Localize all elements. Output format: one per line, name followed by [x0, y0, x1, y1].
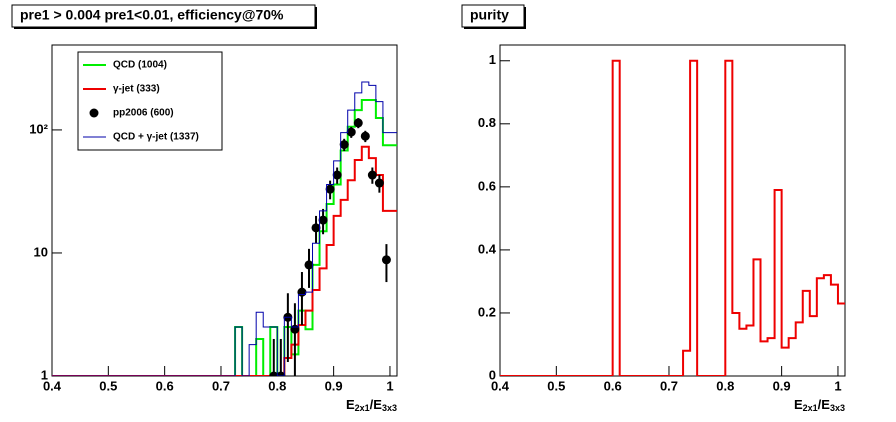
x-label-part: E: [346, 397, 355, 412]
x-tick-label: 0.9: [325, 378, 343, 393]
data-point: [318, 215, 328, 225]
x-label-part: /E: [818, 397, 831, 412]
y-tick-label: 1: [41, 367, 48, 382]
data-point: [325, 184, 335, 194]
data-point: [353, 118, 363, 128]
title-box: [461, 4, 525, 28]
data-point: [367, 170, 377, 180]
x-label-subscript: 3x3: [830, 403, 845, 413]
x-tick-label: 0.5: [99, 378, 117, 393]
x-tick-label: 0.7: [212, 378, 230, 393]
x-tick-label: 0.4: [491, 378, 510, 393]
title-box: [11, 4, 316, 28]
legend-label: QCD (1004): [113, 60, 167, 71]
y-tick-label: 10²: [29, 121, 48, 136]
x-label-subscript: 3x3: [382, 403, 397, 413]
x-tick-label: 0.4: [43, 378, 62, 393]
histogram: [52, 81, 397, 376]
data-point: [381, 255, 391, 265]
legend-label: QCD + γ-jet (1337): [113, 132, 199, 143]
plot-area: [52, 81, 397, 376]
x-label-part: /E: [370, 397, 383, 412]
y-tick-label: 0: [489, 367, 496, 382]
x-axis-label: E2x1/E3x3: [346, 397, 397, 413]
x-label-subscript: 2x1: [355, 403, 370, 413]
x-axis-label: E2x1/E3x3: [794, 397, 845, 413]
x-tick-label: 0.8: [268, 378, 286, 393]
y-tick-label: 0.2: [478, 304, 496, 319]
x-label-subscript: 2x1: [803, 403, 818, 413]
data-point: [360, 131, 370, 141]
y-tick-label: 0.6: [478, 178, 496, 193]
x-tick-label: 0.6: [156, 378, 174, 393]
legend-label: γ-jet (333): [113, 84, 160, 95]
x-tick-label: 1: [386, 378, 393, 393]
chart-title: pre1 > 0.004 pre1<0.01, efficiency@70%: [20, 7, 284, 23]
data-point: [276, 371, 286, 376]
data-point: [346, 127, 356, 137]
chart-title: purity: [470, 7, 509, 23]
data-point: [269, 371, 279, 376]
x-label-part: E: [794, 397, 803, 412]
y-tick-label: 10: [34, 244, 48, 259]
x-tick-label: 1: [834, 378, 841, 393]
data-point: [374, 178, 384, 188]
y-tick-label: 0.8: [478, 115, 496, 130]
plot-frame: [499, 44, 846, 377]
legend-marker: [89, 108, 99, 118]
data-point: [332, 170, 342, 180]
data-point: [311, 223, 321, 233]
legend-label: pp2006 (600): [113, 108, 174, 119]
data-point: [339, 140, 349, 150]
x-tick-label: 0.6: [604, 378, 622, 393]
histogram: [52, 99, 397, 376]
x-tick-label: 0.8: [716, 378, 734, 393]
histogram: [500, 59, 845, 376]
histogram: [52, 145, 397, 376]
data-point: [304, 260, 314, 270]
legend-box: [77, 51, 223, 151]
x-tick-label: 0.5: [547, 378, 565, 393]
x-tick-label: 0.7: [660, 378, 678, 393]
plot-area: [500, 59, 845, 376]
y-tick-label: 1: [489, 52, 496, 67]
x-tick-label: 0.9: [773, 378, 791, 393]
y-tick-label: 0.4: [478, 241, 497, 256]
